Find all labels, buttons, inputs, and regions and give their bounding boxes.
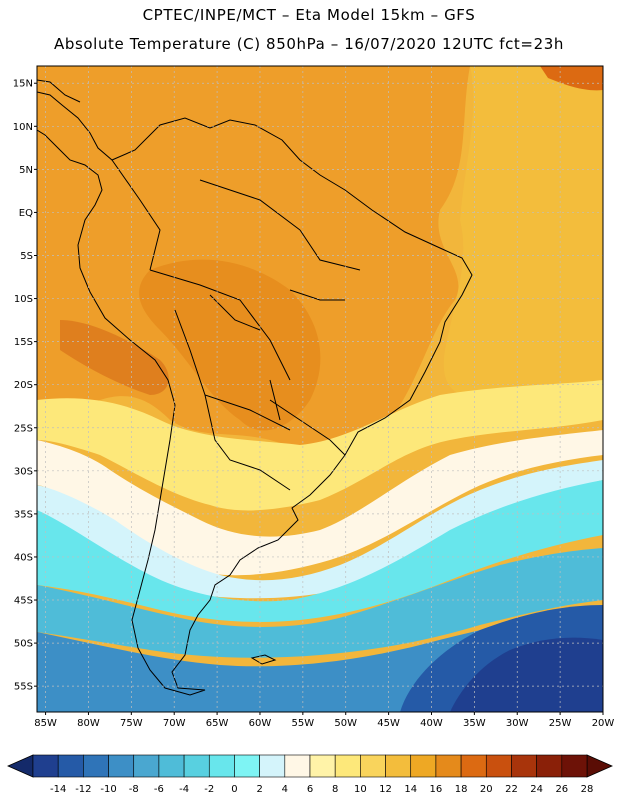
colorbar-label: 4 [282,784,288,795]
map-title-line2: Absolute Temperature (C) 850hPa – 16/07/… [54,35,564,53]
lon-tick-label: 45W [377,718,400,729]
lat-tick-label: 50S [14,639,33,650]
field-band-interior-dark-2 [60,320,169,395]
lon-tick-label: 65W [206,718,229,729]
colorbar-swatch [309,754,336,778]
colorbar-swatch [435,754,462,778]
colorbar-label: -4 [179,784,189,795]
falklands-outline [250,654,277,665]
lon-tick-label: 75W [120,718,143,729]
lon-tick-label: 50W [334,718,357,729]
colorbar-label: 22 [505,784,518,795]
map-title-line1: CPTEC/INPE/MCT – Eta Model 15km – GFS [142,6,476,24]
country-borders [111,159,361,491]
latitude-axis: 15N 10N 5N EQ 5S 10S 15S 20S 25S 30S 35S 40S 45S 50S 5… [13,79,37,693]
colorbar-label: 26 [555,784,568,795]
colorbar-swatch [234,754,260,778]
colorbar-swatch [485,754,512,778]
colorbar-swatch [83,754,109,778]
temperature-colorbar: -14 -12 -10 -8 -6 -4 -2 0 2 4 6 8 10 12 14 16 18 20 22 24 26… [7,754,613,795]
colorbar-label: 28 [581,784,594,795]
colorbar-label: 8 [332,784,338,795]
colorbar-swatch [410,754,437,778]
colorbar-label: -8 [129,784,139,795]
colorbar-swatch [259,754,286,778]
colorbar-label: -10 [100,784,116,795]
lat-tick-label: 55S [14,682,33,693]
field-band-darkest-blue [450,637,603,712]
colorbar-label: 14 [404,784,417,795]
lon-tick-label: 20W [592,718,615,729]
colorbar-swatch [133,754,160,778]
central-america-outline [37,79,81,103]
colorbar-swatch [334,754,361,778]
field-warm-speck [540,66,603,91]
lon-tick-label: 70W [163,718,186,729]
colorbar-swatch [561,754,588,778]
colorbar-swatch [360,754,386,778]
field-band-light-cyan [37,460,603,599]
lat-tick-label: 10N [13,122,33,133]
graticule [37,66,604,712]
field-band-interior-dark [139,259,321,431]
field-band-light-yellow [37,380,603,511]
colorbar-arrow-left [7,754,34,778]
longitude-axis: 85W 80W 75W 70W 65W 60W 55W 50W 45W 40W 35W 30W 25W 2… [34,712,614,729]
colorbar-label: 0 [231,784,237,795]
lon-tick-label: 85W [34,718,57,729]
colorbar-swatch [385,754,412,778]
lon-tick-label: 40W [420,718,443,729]
lat-tick-label: 10S [14,294,33,305]
lat-tick-label: 15S [14,337,33,348]
colorbar-swatch [460,754,487,778]
lat-tick-label: 5S [20,251,33,262]
colorbar-label: 2 [256,784,262,795]
lon-tick-label: 30W [506,718,529,729]
colorbar-label: 10 [354,784,367,795]
colorbar-swatch [183,754,210,778]
lon-tick-label: 60W [249,718,272,729]
colorbar-label: 6 [307,784,313,795]
colorbar-label: 16 [430,784,443,795]
field-band-cyan [37,480,603,622]
colorbar-label: 12 [379,784,392,795]
colorbar-label: -14 [50,784,66,795]
temperature-field [37,66,603,712]
colorbar-swatch [57,754,84,778]
coastline-outline [37,79,473,696]
lat-tick-label: 5N [19,165,33,176]
colorbar-swatch [208,754,235,778]
colorbar-swatch [284,754,311,778]
colorbar-label: 20 [480,784,493,795]
lon-tick-label: 35W [463,718,486,729]
colorbar-label: -6 [154,784,164,795]
colorbar-swatch [511,754,537,778]
south-america-coastline [37,91,473,696]
colorbar-swatch [536,754,563,778]
colorbar-label: -12 [75,784,91,795]
lat-tick-label: 20S [14,380,33,391]
plot-frame [36,65,604,713]
lon-tick-label: 80W [77,718,100,729]
lat-tick-label: 35S [14,509,33,520]
colorbar-swatch [108,754,135,778]
colorbar-swatch [32,754,59,778]
colorbar-arrow-right [586,754,613,778]
lat-tick-label: 40S [14,552,33,563]
lat-tick-label: 25S [14,423,33,434]
lat-tick-label: EQ [19,208,33,219]
colorbar-label: 18 [455,784,468,795]
lat-tick-label: 15N [13,79,33,90]
colorbar-label: -2 [204,784,214,795]
lat-tick-label: 30S [14,466,33,477]
lon-tick-label: 25W [549,718,572,729]
colorbar-label: 24 [530,784,543,795]
lon-tick-label: 55W [292,718,315,729]
field-band-atlantic-gold [443,66,603,396]
lat-tick-label: 45S [14,596,33,607]
field-band-teal [37,548,603,658]
colorbar-swatch [158,754,185,778]
field-band-pale [37,430,603,576]
